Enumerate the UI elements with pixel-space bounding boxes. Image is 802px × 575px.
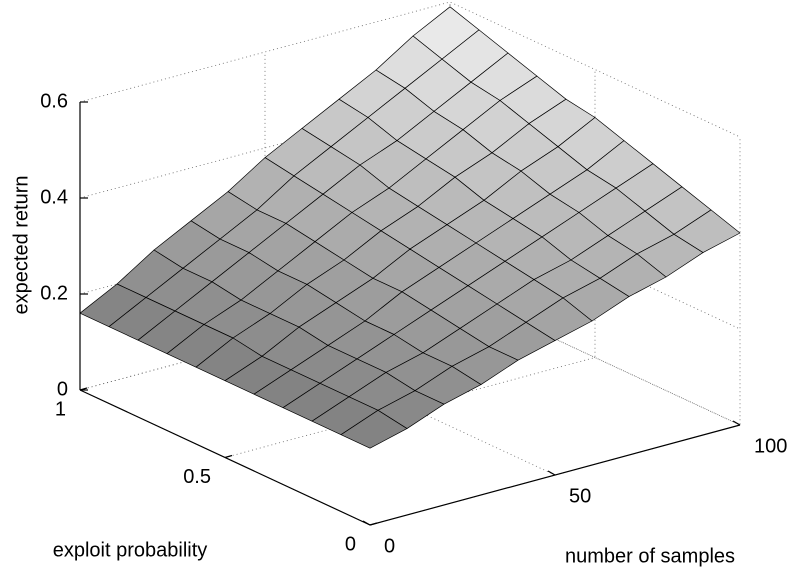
x-tick-label: 0 [384,535,395,557]
grid-line [79,289,741,426]
y-tick [369,522,378,526]
y-tick-label: 0 [345,533,356,555]
z-tick-label: 0 [57,378,68,400]
z-tick-label: 0.4 [40,186,68,208]
y-tick [224,454,233,459]
y-tick-label: 1 [55,398,66,420]
y-axis-label: exploit probability [53,539,208,561]
x-tick-label: 50 [569,485,591,507]
x-axis-label: number of samples [565,545,735,567]
x-tick-label: 100 [754,435,787,457]
x-tick [547,470,556,476]
z-tick-label: 0.6 [40,90,68,112]
x-tick [732,420,741,426]
y-tick-label: 0.5 [183,466,211,488]
y-tick [79,387,88,391]
z-axis-label: expected return [10,176,32,315]
x-tick [362,520,371,526]
z-tick-label: 0.2 [40,282,68,304]
grid-line [79,1,741,138]
surface-patch [340,409,408,449]
